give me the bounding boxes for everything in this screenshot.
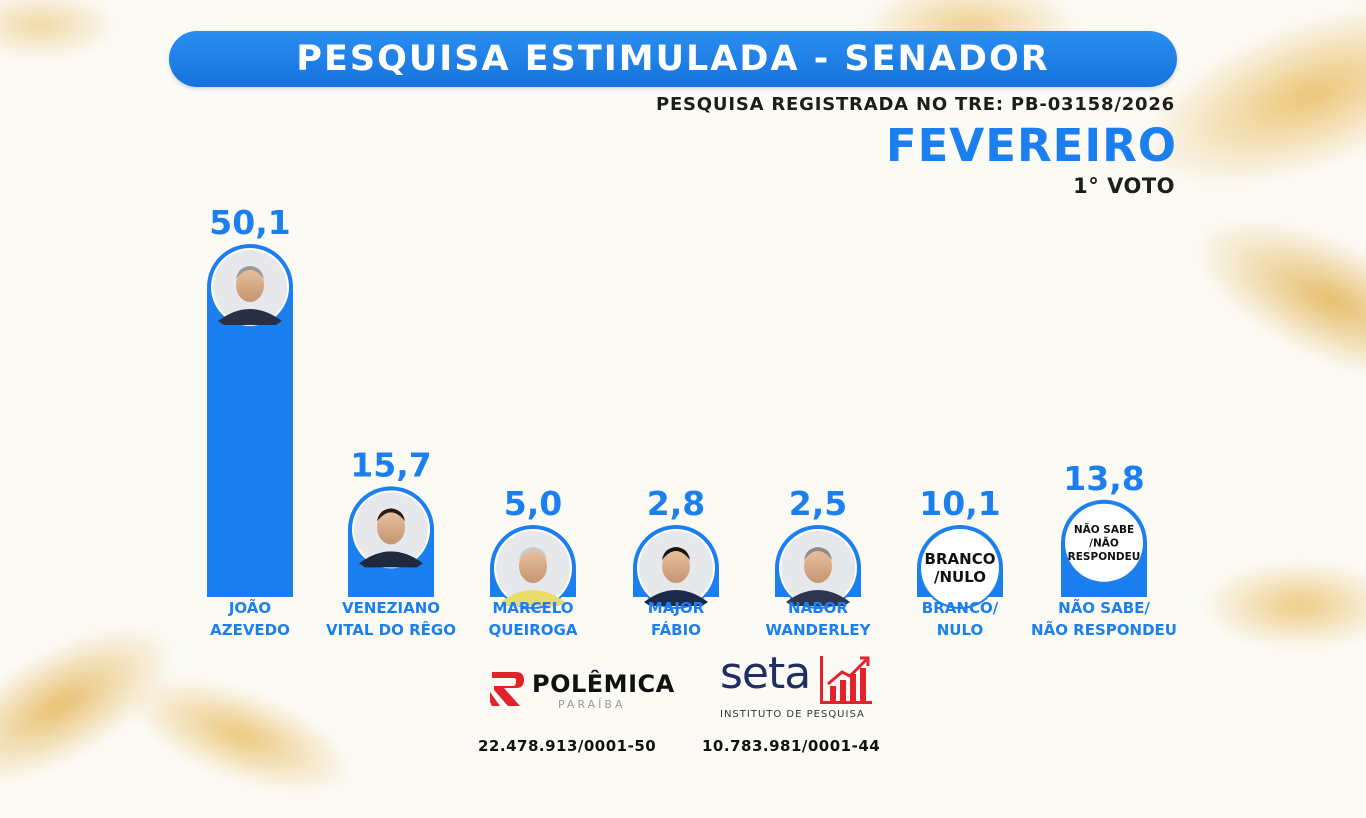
category-label: NÃO SABE/ (1058, 598, 1150, 617)
bar-group: BRANCO/NULO 10,1 BRANCO/NULO (917, 484, 1003, 639)
photo-face (377, 510, 405, 545)
photo-body (359, 551, 423, 568)
photo-hair (236, 266, 264, 279)
data-label: 2,8 (647, 484, 705, 523)
photo-body (501, 590, 565, 606)
data-label: 13,8 (1063, 459, 1144, 498)
seta-logo-subtext: INSTITUTO DE PESQUISA (720, 709, 865, 720)
category-label: NULO (937, 621, 984, 639)
data-label: 5,0 (504, 484, 562, 523)
photo-body (786, 590, 850, 606)
circle-label: BRANCO (925, 550, 996, 568)
category-label: JOÃO (228, 598, 271, 617)
bar (207, 244, 293, 597)
seta-cnpj: 10.783.981/0001-44 (702, 737, 881, 755)
bar-group: NÃO SABE/NÃO RESPONDEU 13,8 NÃO SABE/NÃO RE… (1031, 459, 1177, 639)
category-label: AZEVEDO (210, 621, 290, 639)
category-label: MARCELO (492, 599, 573, 617)
data-label: 2,5 (789, 484, 847, 523)
category-label: VENEZIANO (342, 599, 440, 617)
polemica-cnpj: 22.478.913/0001-50 (478, 737, 657, 755)
polemica-logo-subtext: PARAÍBA (558, 698, 626, 711)
header-banner: PESQUISA ESTIMULADA - SENADOR (169, 31, 1177, 87)
data-label: 50,1 (209, 203, 290, 242)
circle-label: /NULO (934, 568, 986, 586)
category-label: NÃO RESPONDEU (1031, 620, 1177, 639)
bar-group: 15,7 VENEZIANO VITAL DO RÊGO (326, 445, 456, 639)
bar-group: 2,8 MAJOR FÁBIO (633, 484, 719, 639)
bar-chart: 50,1 JOÃO AZEVEDO 15,7 VENEZIANO VITAL DO RÊG… (207, 203, 1177, 639)
bar-group: 50,1 JOÃO AZEVEDO (207, 203, 293, 639)
bar-group: 5,0 MARCELO QUEIROGA (489, 484, 578, 639)
photo-face (236, 268, 264, 302)
seta-logo-text: seta (720, 648, 811, 699)
circle-label: NÃO SABE (1074, 523, 1134, 536)
polemica-logo: POLÊMICA PARAÍBA (486, 666, 674, 716)
category-label: VITAL DO RÊGO (326, 620, 456, 639)
month-label: FEVEREIRO (885, 119, 1177, 172)
photo-body (218, 309, 282, 325)
category-label: MAJOR (648, 599, 705, 617)
category-label: FÁBIO (651, 620, 701, 639)
data-label: 15,7 (350, 445, 431, 484)
circle-label: /NÃO (1089, 536, 1119, 549)
registration-text: PESQUISA REGISTRADA NO TRE: PB-03158/202… (655, 94, 1175, 115)
polemica-mark-icon (490, 672, 524, 706)
photo-face (519, 549, 547, 583)
bar-circle (919, 527, 1001, 609)
data-label: 10,1 (919, 484, 1000, 523)
photo-face (804, 549, 832, 583)
photo-hair (377, 508, 405, 522)
polemica-logo-text: POLÊMICA (532, 670, 675, 698)
bar-group: 2,5 NABOR WANDERLEY (766, 484, 872, 639)
bar-circle (1063, 501, 1145, 584)
photo-hair (519, 547, 547, 560)
seta-chart-icon (820, 656, 872, 704)
vote-round-label: 1° VOTO (1073, 174, 1175, 198)
page-title: PESQUISA ESTIMULADA - SENADOR (296, 39, 1050, 79)
photo-body (644, 590, 708, 606)
category-label: BRANCO/ (922, 599, 999, 617)
category-label: NABOR (788, 599, 848, 617)
photo-face (662, 549, 690, 583)
category-label: WANDERLEY (766, 621, 872, 639)
photo-hair (662, 547, 690, 560)
seta-logo: seta INSTITUTO DE PESQUISA (718, 648, 878, 725)
photo-hair (804, 547, 832, 560)
circle-label: RESPONDEU (1068, 551, 1141, 563)
category-label: QUEIROGA (489, 621, 578, 639)
